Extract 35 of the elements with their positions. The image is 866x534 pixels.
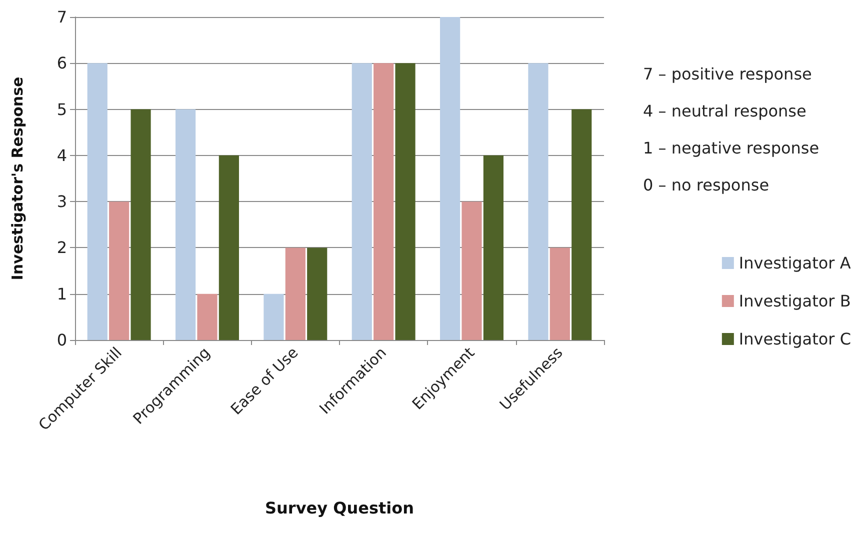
y-tick-label: 3 bbox=[56, 192, 67, 212]
y-tick-label: 7 bbox=[56, 8, 67, 26]
y-tick-label: 5 bbox=[56, 100, 67, 119]
legend-label: Investigator A bbox=[738, 254, 851, 272]
bar bbox=[109, 202, 130, 340]
bar bbox=[462, 202, 482, 340]
bar bbox=[440, 17, 460, 340]
y-tick-label: 6 bbox=[56, 54, 67, 73]
text: 4 – neutral response bbox=[643, 102, 806, 120]
bar bbox=[528, 63, 548, 340]
bar bbox=[87, 63, 108, 340]
x-axis-title: Survey Question bbox=[265, 498, 414, 518]
text: 1 – negative response bbox=[643, 138, 820, 158]
bar bbox=[352, 63, 372, 340]
bar bbox=[264, 294, 284, 340]
bar bbox=[572, 109, 592, 340]
y-tick-label: 4 bbox=[56, 146, 67, 165]
legend-label: Investigator B bbox=[738, 292, 851, 310]
bar bbox=[176, 109, 196, 340]
bar bbox=[218, 155, 239, 340]
y-tick-label: 2 bbox=[56, 238, 67, 258]
bar bbox=[307, 248, 328, 340]
text: 0 – no response bbox=[643, 176, 770, 194]
y-axis-title: Investigator's Response bbox=[8, 76, 26, 280]
y-tick-label: 1 bbox=[56, 284, 67, 304]
bar bbox=[483, 155, 504, 340]
text: 7 – positive response bbox=[643, 64, 812, 84]
bar bbox=[550, 248, 570, 340]
bar bbox=[395, 63, 416, 340]
bar bbox=[374, 63, 394, 340]
bar bbox=[285, 248, 306, 340]
y-tick-label: 0 bbox=[56, 330, 67, 350]
bar bbox=[130, 109, 151, 340]
legend-label: Investigator C bbox=[738, 330, 852, 348]
bar bbox=[197, 294, 218, 340]
